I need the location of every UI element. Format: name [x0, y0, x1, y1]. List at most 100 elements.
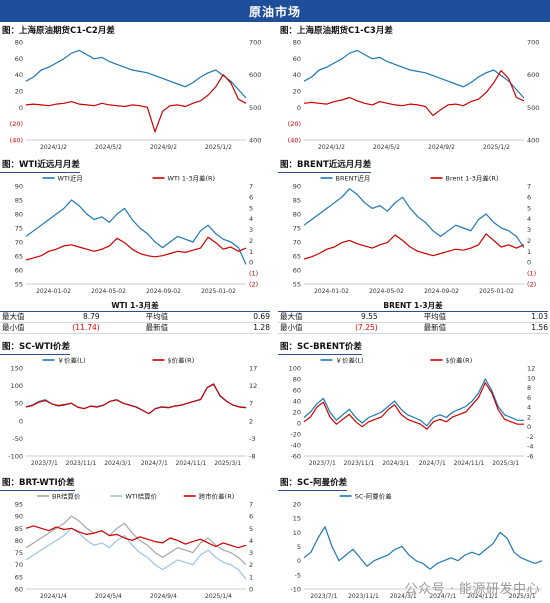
legend-label: Brent 1-3月差(R) [446, 174, 499, 183]
y-tick-label: 0 [297, 557, 301, 565]
y2-tick-label: 12 [249, 382, 257, 390]
y-tick-label: 60 [15, 267, 23, 275]
y2-tick-label: 600 [527, 71, 539, 79]
y-tick-label: 5 [297, 543, 301, 551]
y-tick-label: 60 [293, 267, 301, 275]
x-tick-label: 2025/1/4 [205, 593, 232, 600]
series-line [25, 383, 247, 415]
series-line [25, 383, 247, 415]
x-tick-label: 2024/3/1 [390, 593, 417, 600]
y-tick-label: 20 [293, 501, 301, 509]
y-tick-label: 65 [293, 253, 301, 261]
stats-table-brent: BRENT 1-3月差 最大值 9.55 平均值 1.03 最小值 (7.25)… [278, 300, 548, 334]
x-tick-label: 2023/11/1 [344, 460, 375, 467]
series-line [25, 525, 247, 549]
y2-tick-label: 4 [527, 215, 531, 223]
y2-tick-label: 6 [527, 193, 531, 201]
stats-value: 1.56 [531, 323, 548, 332]
chart-sc-brent: 100806040200-20-40-60121086420-2-4-62023… [289, 356, 536, 468]
y-tick-label: 70 [15, 239, 23, 247]
y2-tick-label: -8 [249, 453, 255, 461]
legend-label: WTI结算价 [125, 492, 157, 501]
y-tick-label: -40 [290, 442, 301, 450]
y-tick-label: 0 [297, 420, 301, 428]
y2-tick-label: 500 [527, 104, 539, 112]
y2-tick-label: 2 [527, 413, 531, 421]
x-tick-label: 2024-01-02 [36, 288, 71, 295]
y2-tick-label: 12 [527, 365, 535, 373]
x-tick-label: 2024/1/4 [40, 593, 67, 600]
panel-sc-c1c2: 图：上海原油期货C1-C2月差 80 60 40 20 0 (20) (40) 700 600 5… [0, 24, 270, 154]
y-tick-label: 95 [15, 501, 23, 509]
chart-title: 图：SC-阿曼价差 [278, 476, 348, 491]
series-line [303, 526, 543, 570]
x-tick-label: 2024/1/2 [40, 144, 67, 151]
x-tick-label: 2024/11/1 [467, 593, 498, 600]
y-tick-label: 85 [293, 197, 301, 205]
y-tick-label: 20 [15, 88, 23, 96]
y2-tick-label: 0 [249, 259, 253, 267]
x-tick-label: 2024/5/2 [95, 144, 122, 151]
series-line [303, 378, 524, 427]
y-tick-label: 80 [293, 39, 301, 47]
chart-title: 图：SC-BRENT价差 [278, 340, 362, 355]
x-tick-label: 2024/7/1 [419, 460, 446, 467]
x-tick-label: 2023/11/1 [348, 593, 379, 600]
legend-label: SC-阿曼价差 [355, 492, 393, 501]
legend-label: $价差(R) [446, 356, 473, 365]
chart-title: 图：SC-WTI价差 [0, 340, 71, 355]
y2-tick-label: 6 [527, 394, 531, 402]
series-line [25, 74, 247, 133]
y-tick-label: -20 [290, 431, 301, 439]
y-tick-label: 80 [293, 211, 301, 219]
stats-value: (7.25) [355, 323, 378, 332]
y2-tick-label: 10 [527, 374, 535, 382]
x-tick-label: 2024/7/1 [141, 460, 168, 467]
x-tick-label: 2023/7/1 [310, 593, 337, 600]
section-title: 原油市场 [248, 4, 301, 19]
y2-tick-label: (1) [527, 270, 536, 278]
series-line [25, 49, 247, 99]
x-tick-label: 2025/1/2 [205, 144, 232, 151]
panel-brt-wti: 图：BRT-WTI价差 95 90 85 80 75 70 65 60 7 6 5 4 3 2 1 0 2024… [0, 476, 270, 603]
y-tick-label: 0 [297, 104, 301, 112]
stats-label: 最大值 [280, 312, 303, 321]
y2-tick-label: (2) [249, 281, 258, 289]
legend-label: ￥价差(L) [58, 356, 86, 365]
y-tick-label: -100 [8, 453, 23, 461]
stats-label: 最新值 [423, 323, 447, 332]
chart-title: 图：上海原油期货C1-C2月差 [2, 26, 115, 36]
legend-label: BRENT近月 [336, 174, 371, 183]
y-tick-label: 0 [19, 104, 23, 112]
legend-label: 跨市价差(R) [199, 492, 235, 501]
y-tick-label: 65 [15, 253, 23, 261]
y2-tick-label: 7 [249, 400, 253, 408]
y-tick-label: (20) [10, 120, 23, 128]
panel-wti-spread: 图：WTI近远月月差 90 85 80 75 70 65 60 55 7 6 5 4 3 2 1 0 (1) (2… [0, 158, 270, 298]
stats-label: 最小值 [280, 323, 303, 332]
y-tick-label: 90 [15, 183, 23, 191]
y-tick-label: -10 [290, 586, 301, 594]
y-tick-label: 70 [293, 239, 301, 247]
y2-tick-label: (1) [249, 270, 258, 278]
x-tick-label: 2024-01-02 [314, 288, 349, 295]
panel-brent-spread: 图：BRENT近远月月差 90 85 80 75 70 65 60 55 7 6 5 4 3 2 1 0 (1)… [278, 158, 548, 298]
panel-sc-oman: 图：SC-阿曼价差 20 15 10 5 0 -5 -10 2023/7/1 2023/11/1… [278, 476, 548, 603]
x-tick-label: 2024/9/4 [150, 593, 177, 600]
watermark: 公众号 · 能源研发中心 [404, 582, 540, 597]
stats-row: 最小值 (7.25) 最新值 1.56 [278, 323, 548, 334]
x-tick-label: 2025/3/1 [509, 593, 536, 600]
y-tick-label: 55 [15, 281, 23, 289]
legend-label: WTI近月 [58, 174, 83, 183]
y-tick-label: 80 [293, 376, 301, 384]
y-tick-label: 70 [15, 561, 23, 569]
y2-tick-label: 500 [249, 104, 261, 112]
series-line [25, 236, 247, 261]
y2-tick-label: 5 [527, 204, 531, 212]
x-tick-label: 2024/5/2 [373, 144, 400, 151]
y2-tick-label: 5 [249, 525, 253, 533]
chart-sc-wti: 150 100 50 0 -50 -100 17 12 7 2 -3 -8 2023/7/1 2023/1… [8, 356, 257, 468]
x-tick-label: 2024/3/1 [104, 460, 131, 467]
x-tick-label: 2024/1/2 [318, 144, 345, 151]
y-tick-label: 40 [293, 71, 301, 79]
